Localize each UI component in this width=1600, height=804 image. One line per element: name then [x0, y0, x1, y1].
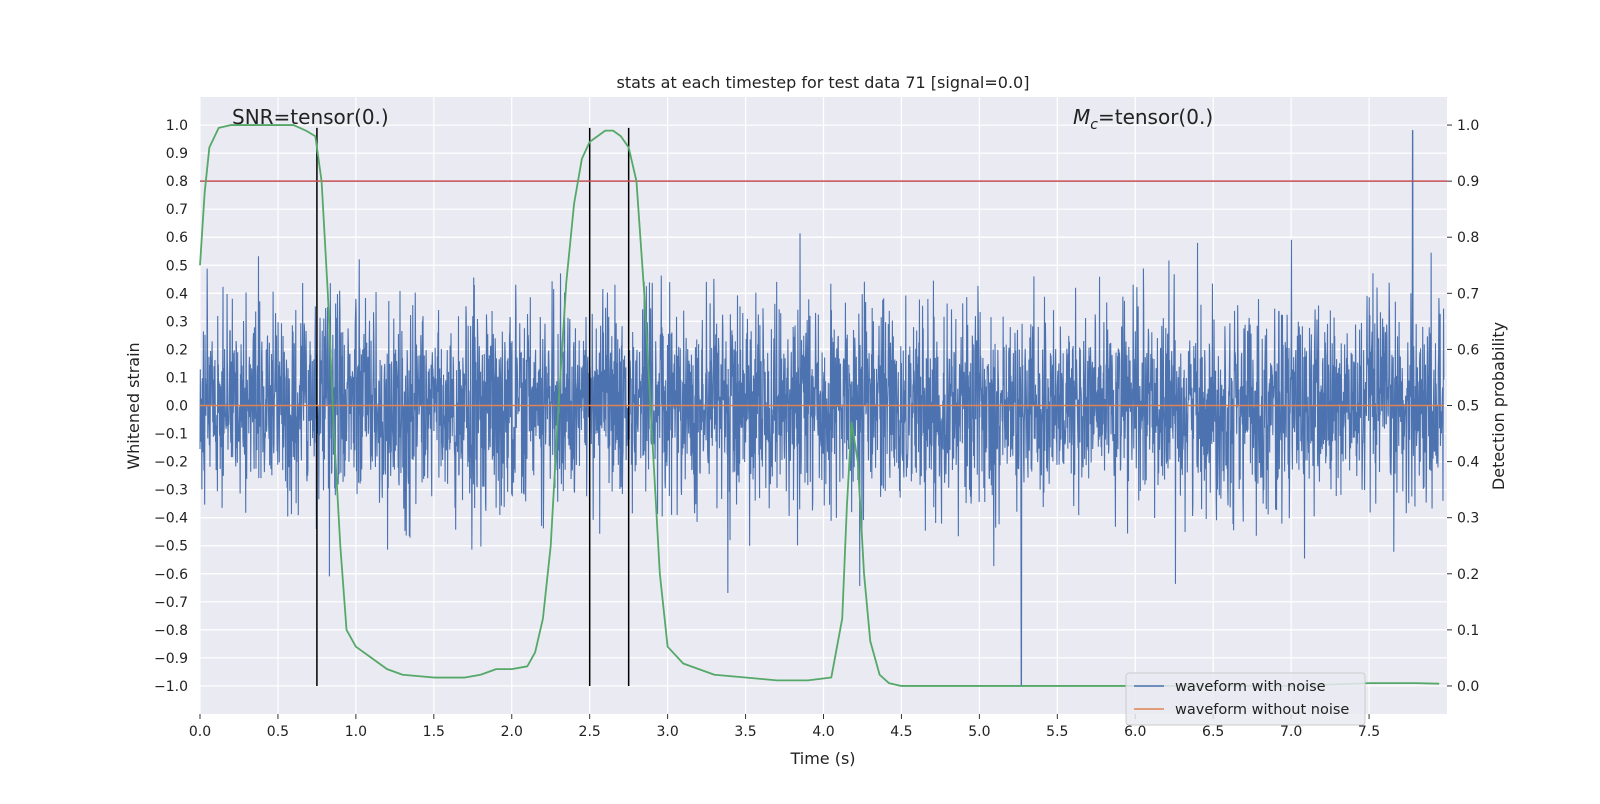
y-left-tick-label-2: 0.8: [166, 174, 188, 190]
y-right-tick-label-0: 1.0: [1457, 118, 1479, 134]
y-right-tick-label-4: 0.6: [1457, 342, 1479, 358]
y-left-tick-label-19: −0.9: [154, 651, 188, 667]
y-right-tick-label-2: 0.8: [1457, 230, 1479, 246]
x-tick-label-2: 1.0: [345, 724, 367, 740]
mc-value: =tensor(0.): [1098, 105, 1213, 129]
legend-box: [1125, 672, 1366, 726]
legend-label-clean: waveform without noise: [1175, 702, 1349, 718]
y-left-tick-label-1: 0.9: [166, 146, 188, 162]
x-axis-ticks: 0.0 0.5 1.0 1.5 2.0 2.5 3.0 3.5 4.0 4.5 5.0 5.5 6.0 6…: [189, 714, 1380, 740]
y-left-tick-label-17: −0.7: [154, 595, 188, 611]
y-left-tick-label-6: 0.4: [166, 286, 188, 302]
x-tick-label-4: 2.0: [501, 724, 523, 740]
x-axis-label: Time (s): [789, 749, 855, 768]
y-right-tick-label-9: 0.1: [1457, 623, 1479, 639]
x-tick-label-9: 4.5: [890, 724, 912, 740]
y-left-tick-label-16: −0.6: [154, 567, 188, 583]
y-left-tick-label-20: −1.0: [154, 679, 188, 695]
y-right-tick-label-7: 0.3: [1457, 511, 1479, 527]
x-tick-label-15: 7.5: [1358, 724, 1380, 740]
y-right-tick-label-8: 0.2: [1457, 567, 1479, 583]
y-left-tick-label-18: −0.8: [154, 623, 188, 639]
y-left-tick-label-0: 1.0: [166, 118, 188, 134]
y-left-tick-label-8: 0.2: [166, 342, 188, 358]
y-left-tick-label-5: 0.5: [166, 258, 188, 274]
x-tick-label-5: 2.5: [579, 724, 601, 740]
y-left-tick-label-12: −0.2: [154, 455, 188, 471]
x-tick-label-6: 3.0: [656, 724, 678, 740]
y-left-tick-label-13: −0.3: [154, 483, 188, 499]
series-detection-probability: [199, 124, 1440, 687]
overlay-lines: [199, 124, 1447, 687]
y-left-tick-label-7: 0.3: [166, 314, 188, 330]
y-left-tick-label-3: 0.7: [166, 202, 188, 218]
y-left-axis-ticks: 1.0 0.9 0.8 0.7 0.6 0.5 0.4 0.3 0.2 0.1 0.0 −0.1 −0.…: [154, 118, 188, 695]
y-left-tick-label-14: −0.4: [154, 511, 188, 527]
vertical-markers: [316, 127, 630, 686]
x-tick-label-11: 5.5: [1046, 724, 1068, 740]
snr-annotation: SNR=tensor(0.): [232, 105, 389, 129]
mc-symbol: M: [1073, 105, 1090, 129]
y-left-tick-label-11: −0.1: [154, 427, 188, 443]
x-tick-label-14: 7.0: [1280, 724, 1302, 740]
x-tick-label-8: 4.0: [812, 724, 834, 740]
y-right-tick-label-5: 0.5: [1457, 399, 1479, 415]
mc-annotation: Mc=tensor(0.): [1073, 105, 1213, 133]
noise-line: [199, 130, 1445, 687]
y-right-tick-label-10: 0.0: [1457, 679, 1479, 695]
y-right-axis-label: Detection probability: [1489, 322, 1508, 490]
x-tick-label-13: 6.5: [1202, 724, 1224, 740]
y-left-tick-label-9: 0.1: [166, 370, 188, 386]
legend-label-noise: waveform with noise: [1175, 679, 1326, 695]
y-left-axis-label: Whitened strain: [124, 342, 143, 469]
x-tick-label-10: 5.0: [968, 724, 990, 740]
x-tick-label-0: 0.0: [189, 724, 211, 740]
chart-title: stats at each timestep for test data 71 …: [617, 73, 1030, 92]
x-tick-label-7: 3.5: [734, 724, 756, 740]
y-left-tick-label-4: 0.6: [166, 230, 188, 246]
x-tick-label-3: 1.5: [423, 724, 445, 740]
legend: waveform with noise waveform without noi…: [1125, 672, 1366, 726]
mc-subscript: c: [1090, 117, 1098, 133]
series-waveform-with-noise: [199, 130, 1445, 687]
y-right-tick-label-1: 0.9: [1457, 174, 1479, 190]
x-tick-label-12: 6.0: [1124, 724, 1146, 740]
y-right-tick-label-3: 0.7: [1457, 286, 1479, 302]
y-left-tick-label-10: 0.0: [166, 399, 188, 415]
x-tick-label-1: 0.5: [267, 724, 289, 740]
y-right-axis-ticks: 1.0 0.9 0.8 0.7 0.6 0.5 0.4 0.3 0.2 0.1 0.0: [1447, 118, 1479, 695]
y-left-tick-label-15: −0.5: [154, 539, 188, 555]
y-right-tick-label-6: 0.4: [1457, 455, 1479, 471]
